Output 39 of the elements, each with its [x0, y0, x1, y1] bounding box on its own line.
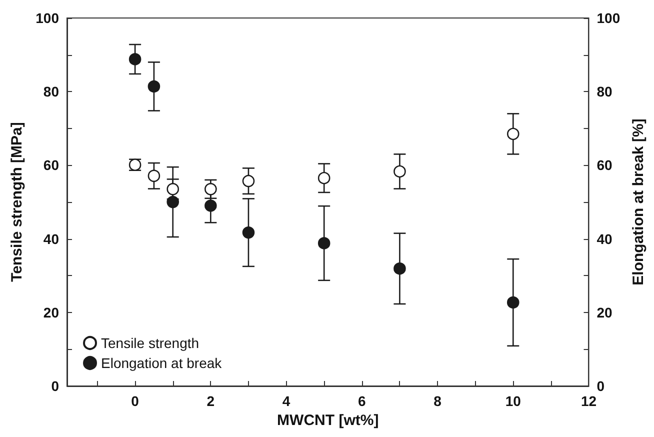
- point: [204, 200, 217, 212]
- y2-tick-label: 60: [596, 157, 613, 174]
- y-tick-label: 60: [43, 157, 60, 174]
- point: [242, 174, 255, 188]
- point: [166, 182, 180, 196]
- legend-label: Tensile strength: [101, 335, 200, 351]
- x-tick-label: 2: [206, 393, 215, 409]
- point: [394, 262, 406, 275]
- point: [318, 172, 330, 184]
- x-tick-label: 4: [282, 393, 290, 409]
- y-tick-label: 40: [43, 230, 60, 247]
- y2-tick-label: 100: [596, 10, 620, 26]
- point: [148, 170, 160, 182]
- y-tick-label: 0: [51, 378, 60, 394]
- x-tick-label: 6: [358, 393, 366, 409]
- point: [148, 80, 160, 93]
- y2-tick-label: 0: [596, 378, 605, 394]
- y2-tick-label: 20: [596, 304, 613, 320]
- point: [394, 165, 406, 178]
- x-tick-label: 8: [434, 393, 442, 409]
- x-tick-label: 0: [131, 393, 140, 409]
- point: [242, 226, 255, 239]
- x-axis-title: MWCNT [wt%]: [277, 412, 379, 429]
- x-tick-label: 10: [505, 393, 522, 409]
- legend-label: Elongation at break: [101, 355, 223, 371]
- y-tick-label: 100: [36, 10, 60, 26]
- y2-tick-label: 40: [596, 230, 613, 247]
- y2-axis-title: Elongation at break [%]: [630, 118, 647, 286]
- point: [506, 128, 520, 140]
- point: [204, 182, 217, 196]
- y-tick-label: 20: [43, 304, 60, 320]
- point: [318, 237, 330, 250]
- point: [506, 296, 520, 309]
- y-axis-title: Tensile strength [MPa]: [8, 122, 26, 282]
- y2-tick-label: 80: [596, 84, 613, 100]
- point: [128, 53, 142, 66]
- point: [166, 196, 180, 208]
- x-tick-label: 12: [580, 393, 597, 409]
- y-tick-label: 80: [43, 84, 60, 100]
